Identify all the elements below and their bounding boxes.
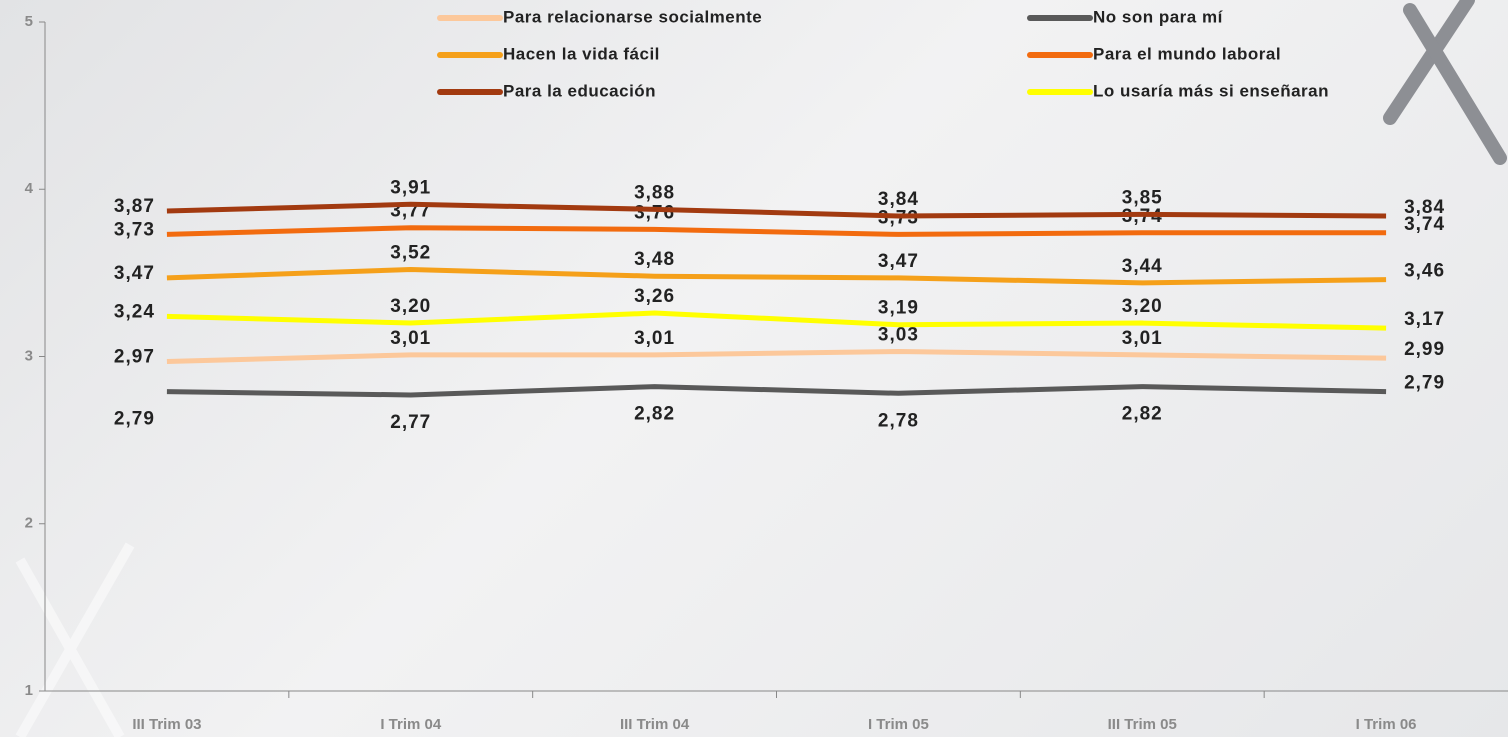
data-label: 3,44 [1122, 256, 1163, 277]
series-line [166, 348, 1387, 365]
data-label: 3,20 [1122, 296, 1163, 317]
decoration [1383, 0, 1507, 165]
legend-label: Lo usaría más si enseñaran [1093, 81, 1329, 100]
x-tick-label: I Trim 06 [1356, 716, 1417, 733]
data-label: 3,47 [878, 251, 919, 272]
x-tick-label: III Trim 04 [620, 716, 690, 733]
data-label: 3,52 [390, 243, 431, 264]
y-tick-label: 1 [25, 682, 33, 699]
y-tick-label: 5 [25, 13, 33, 30]
data-label: 3,19 [878, 298, 919, 319]
data-label: 2,79 [1404, 373, 1445, 394]
series-line [166, 201, 1387, 219]
data-label: 3,01 [390, 328, 431, 349]
data-label: 3,91 [390, 177, 431, 198]
y-tick-label: 2 [25, 515, 33, 532]
data-label: 3,17 [1404, 309, 1445, 330]
series-line [166, 267, 1387, 286]
data-label: 2,82 [634, 404, 675, 425]
legend-label: Para relacionarse socialmente [503, 7, 762, 26]
y-tick-label: 3 [25, 347, 33, 364]
data-label: 3,48 [634, 249, 675, 270]
data-label: 2,97 [114, 347, 155, 368]
data-label: 2,79 [114, 409, 155, 430]
data-label: 3,46 [1404, 261, 1445, 282]
data-label: 3,84 [1404, 197, 1445, 218]
legend-label: Para el mundo laboral [1093, 44, 1281, 63]
x-tick-label: III Trim 03 [132, 716, 201, 733]
series-line [166, 225, 1387, 237]
data-label: 3,24 [114, 301, 155, 322]
data-label: 3,73 [114, 219, 155, 240]
data-label: 2,82 [1122, 404, 1163, 425]
data-label: 3,03 [878, 324, 919, 345]
x-tick-label: I Trim 04 [380, 716, 442, 733]
x-tick-label: I Trim 05 [868, 716, 929, 733]
data-label: 2,99 [1404, 339, 1445, 360]
data-label: 3,84 [878, 189, 919, 210]
legend-label: No son para mí [1093, 7, 1224, 26]
data-label: 3,47 [114, 263, 155, 284]
data-label: 3,20 [390, 296, 431, 317]
series-line [166, 384, 1387, 398]
decoration [15, 542, 135, 737]
data-label: 3,88 [634, 182, 675, 203]
y-tick-label: 4 [25, 180, 34, 197]
data-label: 3,01 [634, 328, 675, 349]
data-label: 3,74 [1404, 214, 1445, 235]
legend-label: Para la educación [503, 81, 656, 100]
data-label: 3,85 [1122, 187, 1163, 208]
data-label: 3,87 [114, 196, 155, 217]
data-label: 2,78 [878, 410, 919, 431]
x-tick-label: III Trim 05 [1108, 716, 1177, 733]
data-label: 3,76 [634, 202, 675, 223]
data-label: 3,26 [634, 286, 675, 307]
data-label: 3,01 [1122, 328, 1163, 349]
legend-label: Hacen la vida fácil [503, 44, 660, 63]
series-line [166, 310, 1387, 331]
data-label: 2,77 [390, 412, 431, 433]
